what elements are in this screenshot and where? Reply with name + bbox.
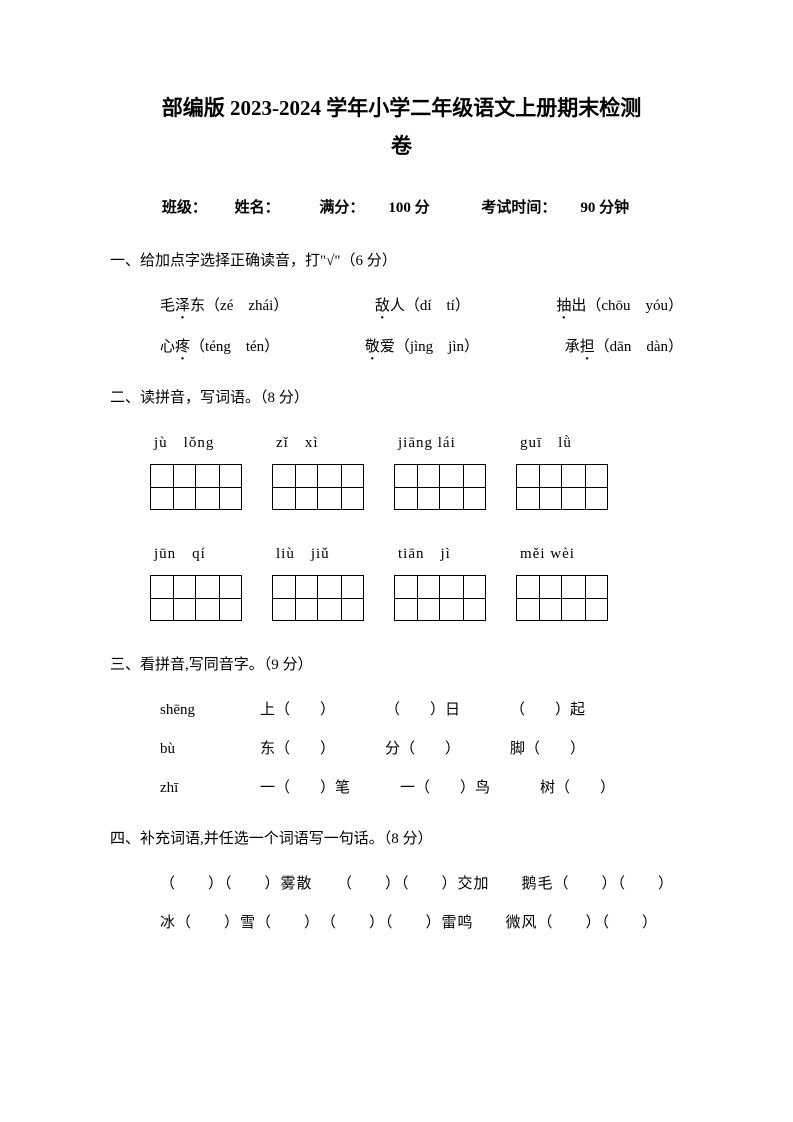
q2-row-1: jù lǒng zǐ xì jiāng lái guī lǜ — [150, 427, 693, 510]
q1-item-5: 敬爱（jìng jìn） — [365, 331, 479, 364]
q3-blank[interactable]: 脚（ ） — [510, 733, 585, 766]
question-2: 二、读拼音，写词语。（8 分） jù lǒng zǐ xì jiāng lái … — [110, 382, 693, 621]
q3-blank[interactable]: （ ）日 — [385, 694, 460, 727]
tianzi-box[interactable] — [394, 464, 486, 510]
q3-pinyin: shēng — [160, 694, 220, 727]
q3-blank[interactable]: 分（ ） — [385, 733, 460, 766]
q2-item: jiāng lái — [394, 427, 486, 510]
q1-row-2: 心疼（téng tén） 敬爱（jìng jìn） 承担（dān dàn） — [110, 331, 693, 364]
q3-title: 三、看拼音,写同音字。（9 分） — [110, 649, 693, 682]
tianzi-box[interactable] — [150, 575, 242, 621]
q2-item: liù jiǔ — [272, 538, 364, 621]
q1-item-4: 心疼（téng tén） — [160, 331, 279, 364]
name-label: 姓名： — [235, 200, 280, 216]
q2-item: jūn qí — [150, 538, 242, 621]
q3-blank[interactable]: （ ）起 — [510, 694, 585, 727]
q3-row: shēng 上（ ） （ ）日 （ ）起 — [110, 694, 693, 727]
q3-blank[interactable]: 东（ ） — [260, 733, 335, 766]
pinyin: tiān jì — [394, 538, 451, 571]
q4-row[interactable]: 冰（ ）雪（ ） （ ）（ ）雷鸣 微风（ ）（ ） — [110, 907, 693, 940]
q1-item-6: 承担（dān dàn） — [565, 331, 683, 364]
title-line2: 卷 — [110, 128, 693, 166]
question-1: 一、给加点字选择正确读音，打"√"（6 分） 毛泽东（zé zhái） 敌人（d… — [110, 245, 693, 364]
tianzi-box[interactable] — [272, 464, 364, 510]
exam-info: 班级： 姓名： 满分：100 分 考试时间：90 分钟 — [110, 196, 693, 217]
pinyin: guī lǜ — [516, 427, 572, 460]
pinyin: liù jiǔ — [272, 538, 330, 571]
q4-row[interactable]: （ ）（ ）雾散 （ ）（ ）交加 鹅毛（ ）（ ） — [110, 868, 693, 901]
q3-blank[interactable]: 一（ ）笔 — [260, 772, 350, 805]
q2-item: měi wèi — [516, 538, 608, 621]
pinyin: jūn qí — [150, 538, 206, 571]
pinyin: měi wèi — [516, 538, 575, 571]
tianzi-box[interactable] — [150, 464, 242, 510]
pinyin: jù lǒng — [150, 427, 214, 460]
q2-item: jù lǒng — [150, 427, 242, 510]
fullscore: 满分：100 分 — [307, 200, 441, 216]
q4-title: 四、补充词语,并任选一个词语写一句话。（8 分） — [110, 823, 693, 856]
q2-item: guī lǜ — [516, 427, 608, 510]
pinyin: zǐ xì — [272, 427, 319, 460]
q2-item: tiān jì — [394, 538, 486, 621]
q1-row-1: 毛泽东（zé zhái） 敌人（dí tí） 抽出（chōu yóu） — [110, 290, 693, 323]
q3-row: zhī 一（ ）笔 一（ ）鸟 树（ ） — [110, 772, 693, 805]
title-line1: 部编版 2023-2024 学年小学二年级语文上册期末检测 — [110, 90, 693, 128]
time: 考试时间：90 分钟 — [469, 200, 641, 216]
tianzi-box[interactable] — [516, 464, 608, 510]
q1-item-2: 敌人（dí tí） — [375, 290, 470, 323]
tianzi-box[interactable] — [394, 575, 486, 621]
q2-title: 二、读拼音，写词语。（8 分） — [110, 382, 693, 415]
tianzi-box[interactable] — [272, 575, 364, 621]
pinyin: jiāng lái — [394, 427, 456, 460]
question-4: 四、补充词语,并任选一个词语写一句话。（8 分） （ ）（ ）雾散 （ ）（ ）… — [110, 823, 693, 940]
q2-row-2: jūn qí liù jiǔ tiān jì měi wèi — [150, 538, 693, 621]
class-label: 班级： — [162, 200, 207, 216]
q1-title: 一、给加点字选择正确读音，打"√"（6 分） — [110, 245, 693, 278]
q1-item-3: 抽出（chōu yóu） — [556, 290, 683, 323]
tianzi-box[interactable] — [516, 575, 608, 621]
question-3: 三、看拼音,写同音字。（9 分） shēng 上（ ） （ ）日 （ ）起 bù… — [110, 649, 693, 805]
q3-blank[interactable]: 一（ ）鸟 — [400, 772, 490, 805]
exam-title: 部编版 2023-2024 学年小学二年级语文上册期末检测 卷 — [110, 90, 693, 166]
q3-pinyin: zhī — [160, 772, 220, 805]
q3-blank[interactable]: 上（ ） — [260, 694, 335, 727]
q1-item-1: 毛泽东（zé zhái） — [160, 290, 288, 323]
q2-item: zǐ xì — [272, 427, 364, 510]
q3-pinyin: bù — [160, 733, 220, 766]
q3-blank[interactable]: 树（ ） — [540, 772, 615, 805]
q3-row: bù 东（ ） 分（ ） 脚（ ） — [110, 733, 693, 766]
